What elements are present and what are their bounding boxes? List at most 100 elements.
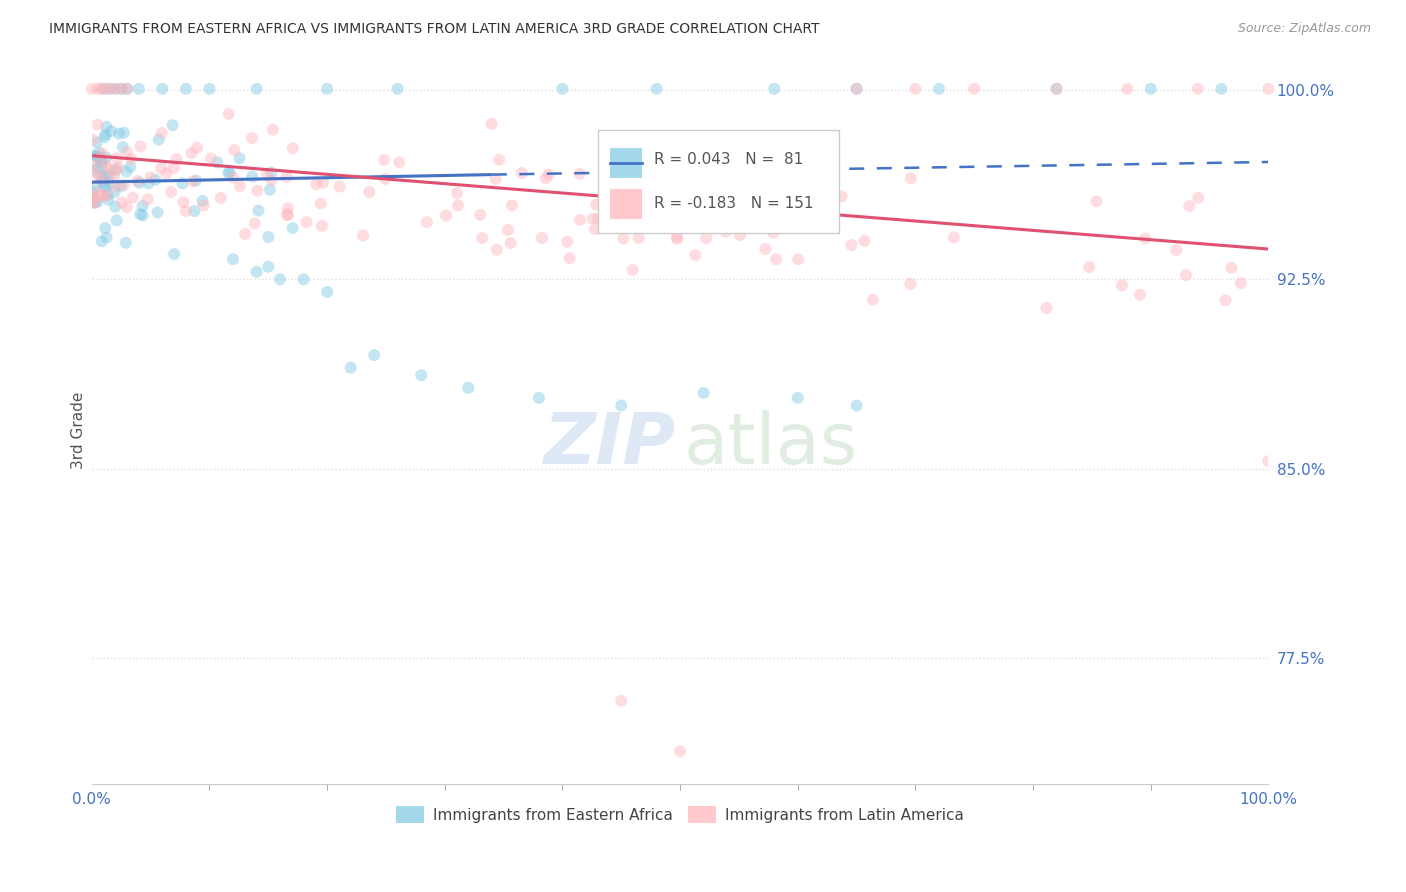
- Point: [352, 228, 374, 243]
- Point: [162, 118, 184, 132]
- Point: [845, 399, 868, 413]
- Point: [96, 230, 118, 244]
- Point: [488, 153, 510, 167]
- Point: [110, 179, 132, 194]
- Point: [87, 150, 110, 164]
- Point: [277, 201, 299, 215]
- Point: [222, 170, 245, 185]
- Point: [1111, 278, 1133, 293]
- Point: [665, 232, 688, 246]
- Point: [681, 159, 703, 173]
- Point: [485, 172, 508, 186]
- Point: [104, 179, 127, 194]
- Point: [83, 196, 105, 211]
- Point: [90, 169, 112, 184]
- Point: [374, 172, 396, 186]
- Point: [218, 166, 240, 180]
- Point: [551, 82, 574, 96]
- Point: [146, 205, 169, 219]
- Point: [115, 82, 138, 96]
- Point: [245, 265, 267, 279]
- Point: [86, 194, 108, 209]
- Point: [87, 186, 110, 201]
- Point: [131, 199, 153, 213]
- Point: [537, 168, 560, 182]
- Point: [87, 169, 110, 184]
- Point: [97, 168, 120, 182]
- Point: [86, 82, 108, 96]
- Point: [281, 221, 304, 235]
- Bar: [610, 148, 643, 178]
- Point: [257, 230, 280, 244]
- Point: [1211, 82, 1233, 96]
- Point: [728, 228, 751, 243]
- Point: [115, 200, 138, 214]
- Point: [184, 173, 207, 187]
- Point: [411, 368, 433, 383]
- Point: [316, 82, 339, 96]
- Point: [765, 188, 787, 202]
- Point: [115, 82, 138, 96]
- Point: [558, 252, 581, 266]
- Point: [942, 230, 965, 244]
- Point: [585, 197, 607, 211]
- Point: [295, 215, 318, 229]
- Point: [110, 82, 132, 96]
- Point: [90, 172, 112, 186]
- Point: [900, 277, 922, 291]
- Point: [186, 141, 208, 155]
- Point: [1046, 82, 1069, 96]
- Point: [96, 188, 118, 202]
- Point: [845, 82, 868, 96]
- Point: [610, 399, 633, 413]
- Point: [138, 177, 160, 191]
- Point: [1166, 243, 1188, 257]
- Point: [94, 180, 117, 194]
- Point: [904, 82, 927, 96]
- Point: [193, 198, 215, 212]
- Point: [534, 171, 557, 186]
- Point: [645, 82, 668, 96]
- Point: [1085, 194, 1108, 209]
- Point: [82, 165, 104, 179]
- Point: [485, 243, 508, 257]
- Point: [80, 193, 103, 207]
- Point: [104, 82, 127, 96]
- Bar: [610, 189, 643, 219]
- Point: [510, 166, 533, 180]
- Point: [82, 160, 104, 174]
- Point: [82, 149, 104, 163]
- Point: [628, 211, 651, 225]
- Point: [82, 133, 104, 147]
- Point: [568, 213, 591, 227]
- Point: [260, 165, 283, 179]
- Point: [673, 196, 696, 211]
- Point: [247, 203, 270, 218]
- Point: [243, 217, 266, 231]
- Point: [94, 128, 117, 142]
- Point: [853, 234, 876, 248]
- Point: [754, 242, 776, 256]
- Point: [83, 195, 105, 210]
- Point: [127, 174, 149, 188]
- Text: Source: ZipAtlas.com: Source: ZipAtlas.com: [1237, 22, 1371, 36]
- Point: [1257, 454, 1279, 468]
- Point: [692, 385, 714, 400]
- Point: [112, 178, 135, 192]
- Point: [963, 82, 986, 96]
- Point: [86, 136, 108, 150]
- Point: [89, 152, 111, 166]
- Point: [1257, 82, 1279, 96]
- Point: [105, 213, 128, 227]
- Point: [499, 236, 522, 251]
- Point: [471, 231, 494, 245]
- Point: [262, 122, 284, 136]
- Point: [98, 176, 121, 190]
- Point: [148, 133, 170, 147]
- Point: [447, 198, 470, 212]
- Point: [128, 176, 150, 190]
- Point: [841, 238, 863, 252]
- Point: [207, 155, 229, 169]
- Point: [160, 185, 183, 199]
- Point: [103, 185, 125, 199]
